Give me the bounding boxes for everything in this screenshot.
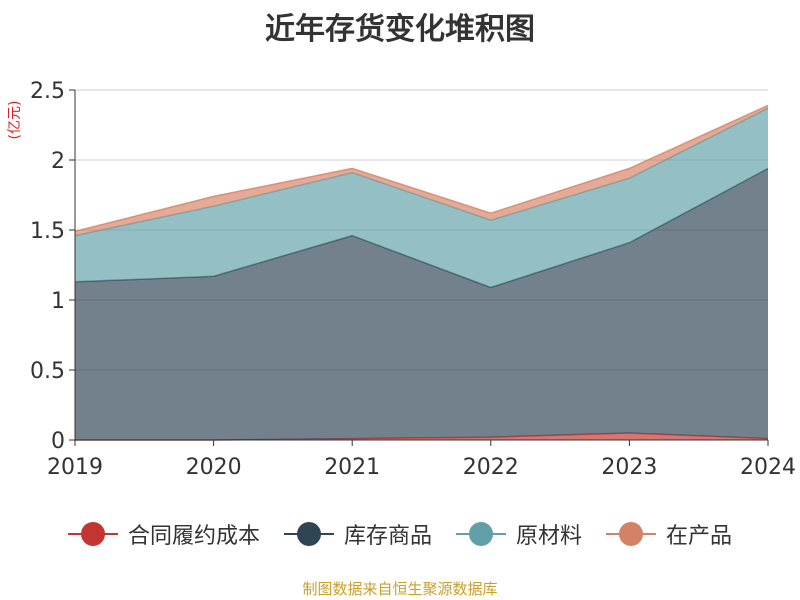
legend-label: 原材料 [516, 524, 583, 549]
legend-swatch [606, 522, 657, 546]
x-tick-label: 2019 [47, 455, 103, 480]
legend-swatch [283, 522, 334, 546]
x-tick-label: 2021 [324, 455, 380, 480]
legend-item-wip[interactable]: 在产品 [606, 518, 732, 550]
series-areas [74, 104, 769, 441]
legend-swatch-dot [619, 522, 644, 546]
legend-label: 库存商品 [343, 524, 432, 549]
x-tick-label: 2024 [740, 455, 796, 480]
y-tick-label: 0.5 [30, 359, 65, 384]
legend-label: 合同履约成本 [127, 524, 260, 549]
axes [69, 89, 769, 446]
tick-labels: 0 0.5 1 1.5 2 2.5 2019 2020 2021 2022 2023 2024 [30, 79, 796, 480]
x-tick-label: 2022 [463, 455, 519, 480]
stacked-area-chart: 0 0.5 1 1.5 2 2.5 2019 2020 2021 2022 2023 2024 [30, 79, 796, 480]
legend-item-goods_in_stock[interactable]: 库存商品 [283, 518, 432, 550]
legend-label: 在产品 [666, 524, 733, 549]
series-area-raw_materials [75, 108, 768, 288]
legend-swatch [456, 522, 506, 546]
legend: 合同履约成本 库存商品 原材料 在产品 [0, 516, 800, 552]
legend-swatch-dot [469, 522, 493, 546]
source-note: 制图数据来自恒生聚源数据库 [302, 580, 498, 598]
legend-swatch [67, 522, 118, 546]
x-tick-label: 2020 [186, 455, 242, 480]
legend-swatch-dot [296, 522, 321, 546]
y-tick-label: 1.5 [30, 219, 65, 244]
legend-item-contract_cost[interactable]: 合同履约成本 [67, 518, 260, 550]
chart-title: 近年存货变化堆积图 [265, 12, 535, 47]
x-tick-label: 2023 [601, 455, 657, 480]
legend-swatch-dot [80, 522, 105, 546]
series-area-goods_in_stock [75, 168, 768, 440]
y-tick-label: 2 [51, 149, 65, 174]
y-tick-label: 0 [51, 429, 65, 454]
legend-item-raw_materials[interactable]: 原材料 [456, 518, 582, 550]
y-tick-label: 1 [51, 289, 65, 314]
y-tick-label: 2.5 [30, 79, 65, 104]
series-area-wip [75, 105, 768, 236]
series-line-wip [74, 104, 769, 233]
